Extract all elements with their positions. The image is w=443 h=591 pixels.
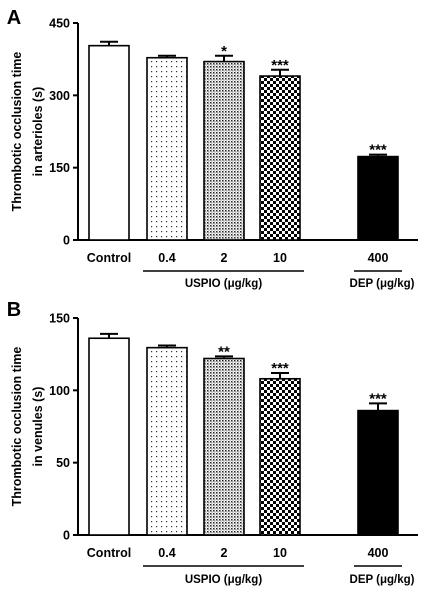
chart-panel-a: A Thrombotic occlusion time in arterioles … bbox=[7, 7, 418, 290]
group-label: USPIO (μg/kg) bbox=[185, 278, 262, 290]
bar-400 bbox=[357, 409, 399, 536]
y-axis-label: Thrombotic occlusion time bbox=[10, 347, 24, 507]
bar-0-4 bbox=[146, 346, 188, 536]
group-label: DEP (μg/kg) bbox=[350, 574, 415, 586]
significance-marker: *** bbox=[369, 390, 387, 407]
bar-10 bbox=[259, 75, 301, 241]
bar-0-4 bbox=[146, 56, 188, 241]
y-axis-label: in venules (s) bbox=[31, 387, 45, 467]
y-tick-label: 450 bbox=[49, 17, 70, 31]
bar-400 bbox=[357, 155, 399, 241]
y-tick-label: 150 bbox=[49, 312, 70, 326]
group-label: USPIO (μg/kg) bbox=[185, 574, 262, 586]
significance-marker: * bbox=[221, 43, 227, 60]
bar-control bbox=[88, 44, 130, 241]
x-tick-label: Control bbox=[87, 251, 131, 265]
x-tick-label: 10 bbox=[273, 251, 287, 265]
bar-10 bbox=[259, 377, 301, 536]
significance-marker: *** bbox=[271, 360, 289, 377]
chart-panels: A Thrombotic occlusion time in arterioles … bbox=[7, 7, 418, 586]
chart-panel-b: B Thrombotic occlusion time in venules (s)… bbox=[7, 299, 418, 586]
panel-letter: B bbox=[7, 299, 21, 321]
panel-letter: A bbox=[7, 7, 21, 29]
y-axis-label: Thrombotic occlusion time bbox=[10, 52, 24, 212]
significance-marker: *** bbox=[369, 142, 387, 159]
x-tick-label: 10 bbox=[273, 546, 287, 560]
x-tick-label: 2 bbox=[221, 546, 228, 560]
bar-control bbox=[88, 337, 130, 536]
x-tick-label: 400 bbox=[368, 251, 389, 265]
y-axis-label: in arterioles (s) bbox=[31, 87, 45, 177]
x-tick-label: Control bbox=[87, 546, 131, 560]
x-tick-label: 2 bbox=[221, 251, 228, 265]
significance-marker: ** bbox=[218, 343, 230, 360]
group-label: DEP (μg/kg) bbox=[350, 278, 415, 290]
y-tick-label: 0 bbox=[63, 234, 70, 248]
x-tick-label: 0.4 bbox=[158, 546, 175, 560]
y-tick-label: 100 bbox=[49, 384, 70, 398]
y-tick-label: 300 bbox=[49, 89, 70, 103]
bar-2 bbox=[203, 357, 245, 536]
significance-marker: *** bbox=[271, 57, 289, 74]
y-tick-label: 0 bbox=[63, 529, 70, 543]
x-tick-label: 400 bbox=[368, 546, 389, 560]
y-tick-label: 50 bbox=[56, 456, 70, 470]
y-tick-label: 150 bbox=[49, 161, 70, 175]
x-tick-label: 0.4 bbox=[158, 251, 175, 265]
bar-2 bbox=[203, 60, 245, 241]
